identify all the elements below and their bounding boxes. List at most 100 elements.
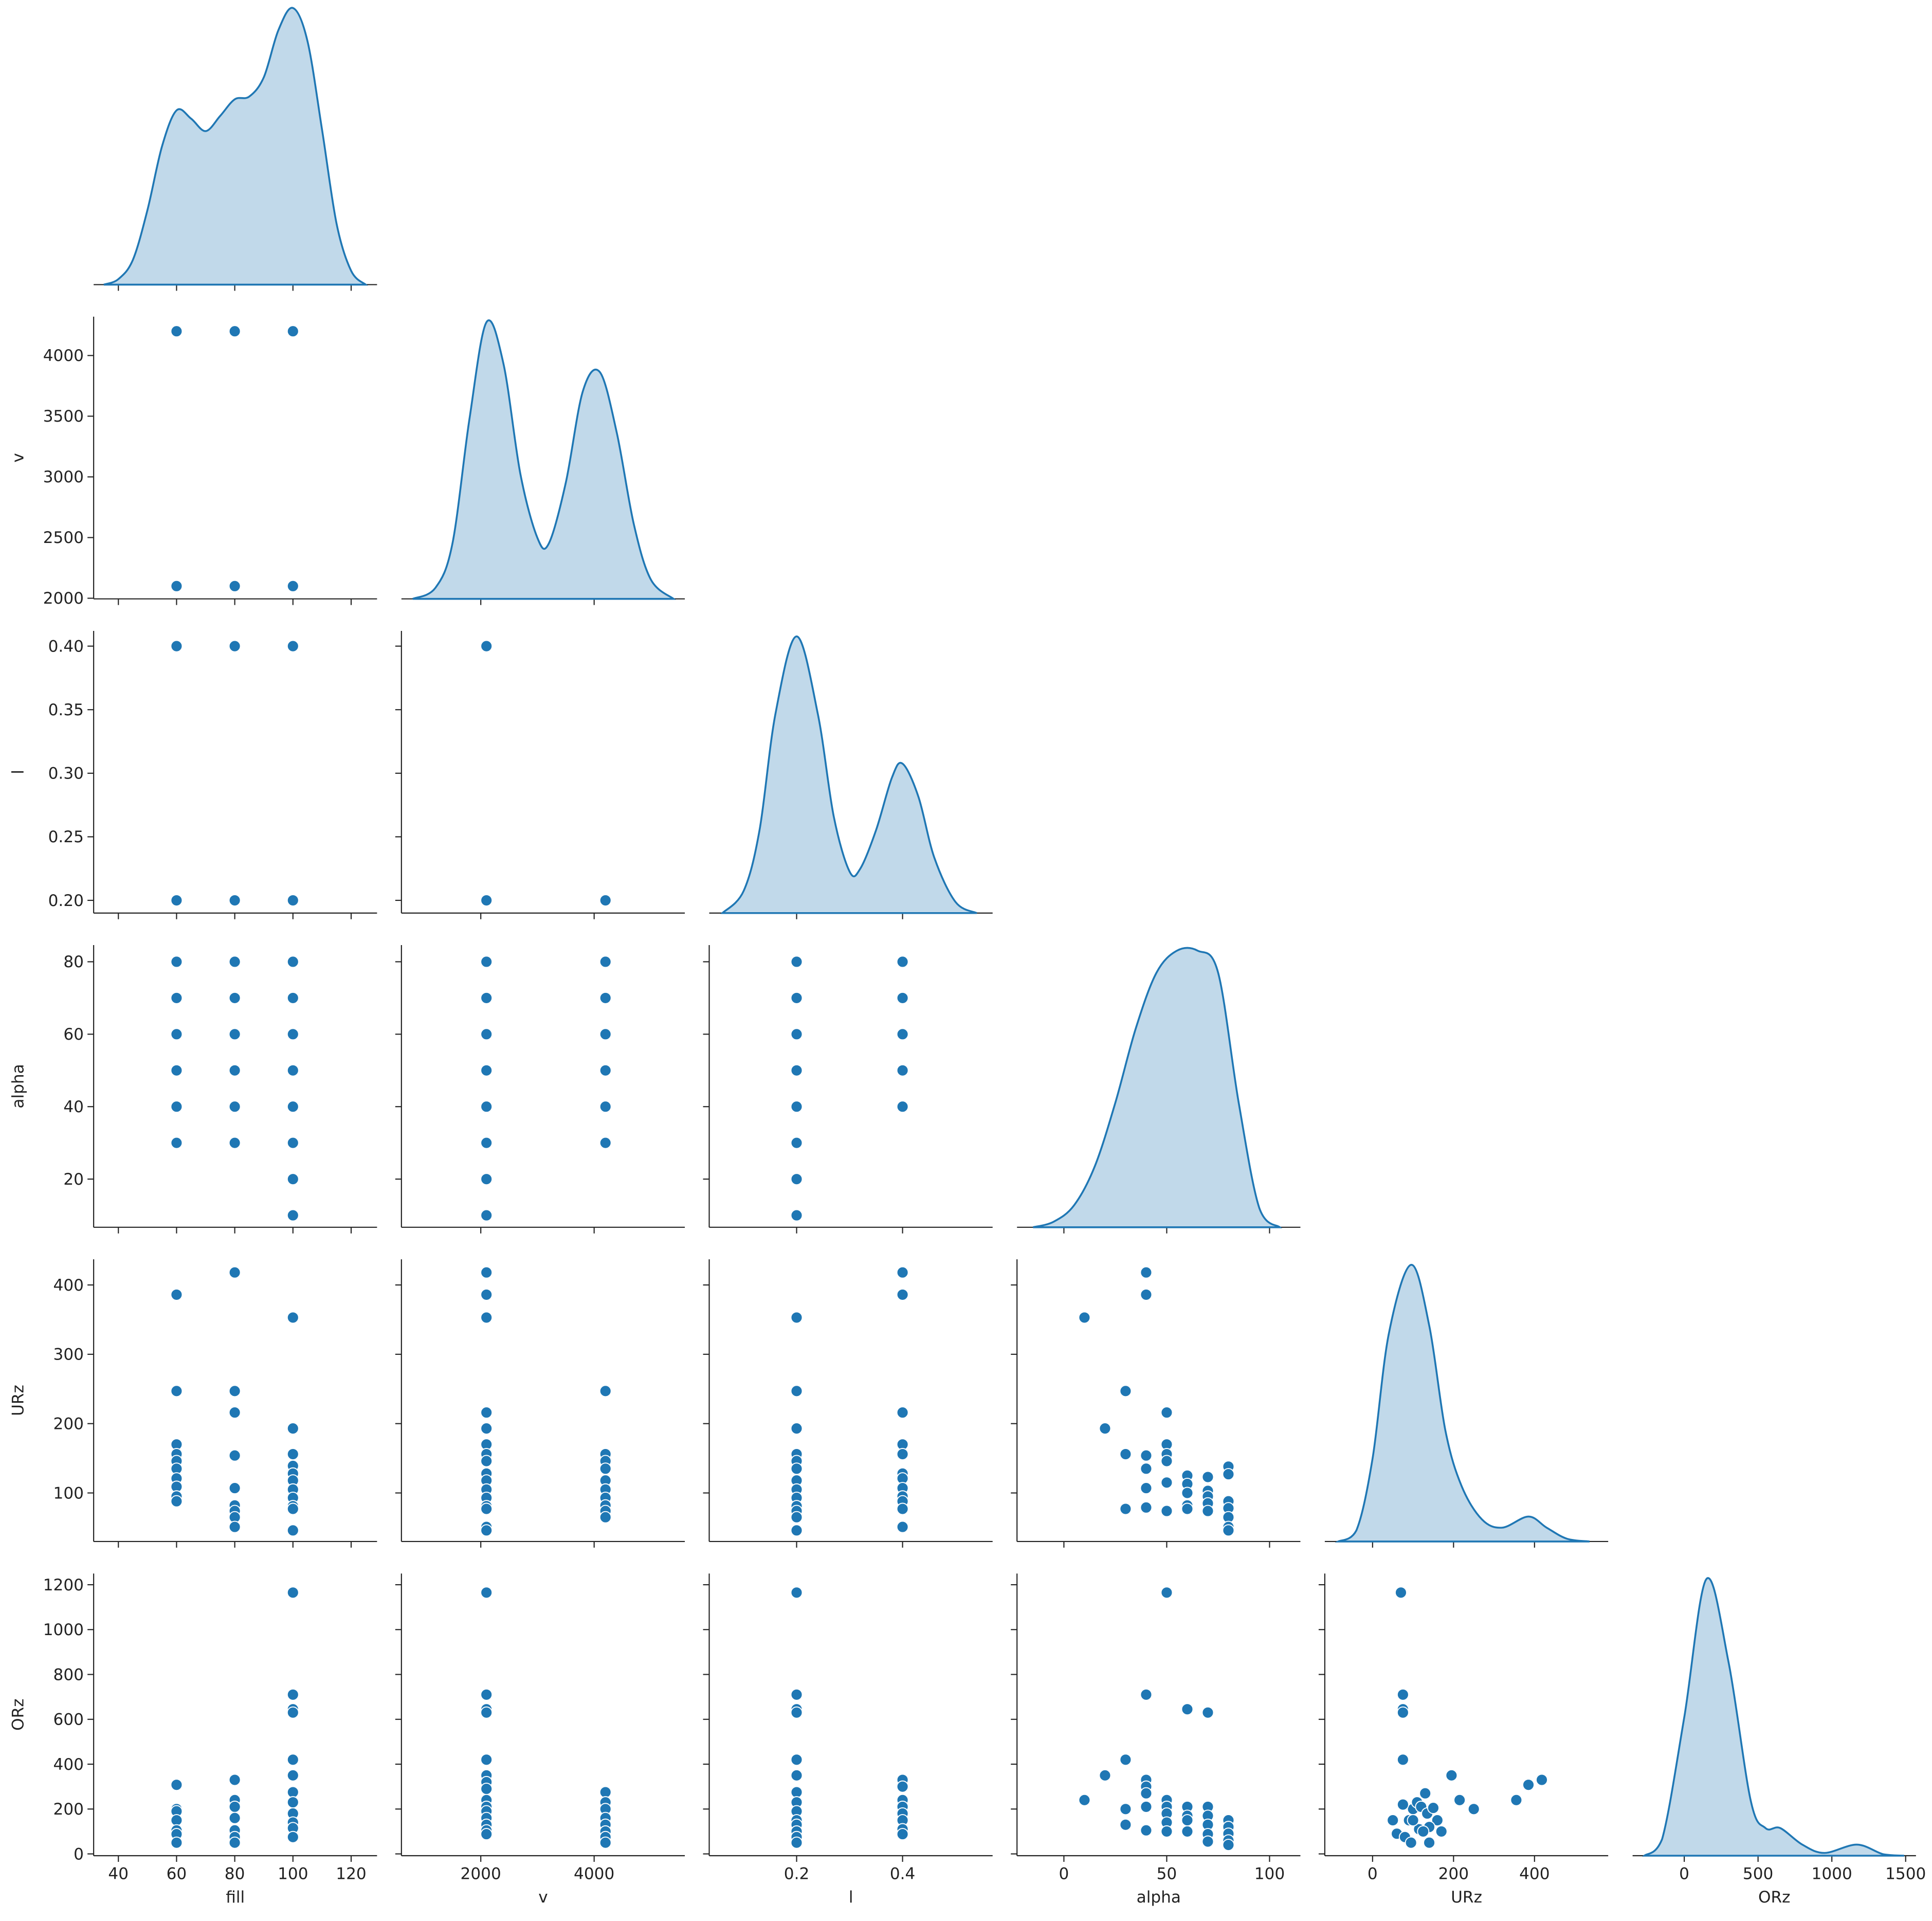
point [286, 1831, 299, 1843]
point [480, 1688, 493, 1701]
point [286, 1524, 299, 1537]
x-tick-label: 0 [1059, 1865, 1069, 1883]
point [1140, 1787, 1153, 1800]
x-tick-label: 0 [1368, 1865, 1378, 1883]
y-tick-label: 0 [74, 1845, 84, 1863]
point [896, 1406, 909, 1419]
point [1222, 1524, 1235, 1537]
point [1396, 1753, 1409, 1766]
y-tick-label: 1000 [43, 1621, 84, 1639]
point [480, 640, 493, 653]
point [480, 1706, 493, 1719]
point [170, 1495, 183, 1508]
x-tick-label: 0 [1679, 1865, 1689, 1883]
point [170, 894, 183, 907]
point [286, 1688, 299, 1701]
x-axis-label: v [538, 1888, 548, 1907]
point [896, 1064, 909, 1077]
point [1119, 1385, 1132, 1398]
x-tick-label: 60 [167, 1865, 187, 1883]
y-tick-label: 0.40 [48, 637, 84, 656]
y-tick-label: 600 [53, 1711, 84, 1729]
y-tick-label: 1200 [43, 1576, 84, 1594]
point [170, 1028, 183, 1041]
y-tick-label: 0.25 [48, 828, 84, 846]
point [228, 1100, 241, 1113]
y-tick-label: 4000 [43, 347, 84, 365]
point [790, 1753, 803, 1766]
x-tick-label: 1500 [1885, 1865, 1926, 1883]
point [599, 1100, 612, 1113]
y-tick-label: 300 [53, 1346, 84, 1364]
point [480, 1100, 493, 1113]
point [228, 579, 241, 592]
point [170, 579, 183, 592]
point [1099, 1769, 1111, 1782]
point [790, 1100, 803, 1113]
x-axis-label: ORz [1758, 1888, 1791, 1907]
point [790, 1586, 803, 1599]
point [1160, 1505, 1173, 1517]
point [1160, 1476, 1173, 1489]
point [1445, 1769, 1458, 1782]
point [286, 1209, 299, 1222]
point [1119, 1753, 1132, 1766]
point [480, 1173, 493, 1186]
point [896, 1028, 909, 1041]
point [480, 1311, 493, 1324]
point [286, 1100, 299, 1113]
point [599, 955, 612, 968]
point [228, 1266, 241, 1279]
point [1396, 1706, 1409, 1719]
point [1119, 1502, 1132, 1515]
point [599, 1836, 612, 1849]
y-tick-label: 2000 [43, 589, 84, 608]
point [1431, 1814, 1444, 1827]
point [790, 1136, 803, 1149]
point [228, 1406, 241, 1419]
y-tick-label: 60 [63, 1025, 84, 1044]
point [896, 1780, 909, 1793]
y-axis-label: ORz [9, 1698, 28, 1730]
point [286, 1586, 299, 1599]
y-tick-label: 20 [63, 1170, 84, 1189]
point [1119, 1448, 1132, 1460]
point [1140, 1688, 1153, 1701]
point [170, 325, 183, 338]
kde-area [1642, 1577, 1905, 1857]
point [790, 1524, 803, 1537]
point [228, 1482, 241, 1495]
point [1396, 1798, 1409, 1811]
point [1201, 1835, 1214, 1848]
point [1181, 1825, 1194, 1838]
point [170, 1836, 183, 1849]
y-tick-label: 200 [53, 1415, 84, 1433]
point [286, 1064, 299, 1077]
point [286, 1502, 299, 1515]
point [286, 1753, 299, 1766]
y-tick-label: 0.30 [48, 765, 84, 783]
point [286, 955, 299, 968]
point [1140, 1288, 1153, 1301]
point [286, 1796, 299, 1809]
kde-area [103, 7, 368, 286]
point [228, 894, 241, 907]
point [599, 894, 612, 907]
point [480, 1586, 493, 1599]
point [1119, 1818, 1132, 1831]
point [1467, 1803, 1480, 1816]
point [1427, 1802, 1439, 1815]
x-tick-label: 0.2 [784, 1865, 810, 1883]
point [480, 1524, 493, 1537]
point [170, 1288, 183, 1301]
point [896, 1448, 909, 1460]
x-tick-label: 200 [1438, 1865, 1469, 1883]
x-tick-label: 40 [108, 1865, 129, 1883]
point [228, 640, 241, 653]
point [1160, 1406, 1173, 1419]
point [896, 1266, 909, 1279]
point [170, 1136, 183, 1149]
point [1387, 1814, 1399, 1827]
point [170, 991, 183, 1004]
